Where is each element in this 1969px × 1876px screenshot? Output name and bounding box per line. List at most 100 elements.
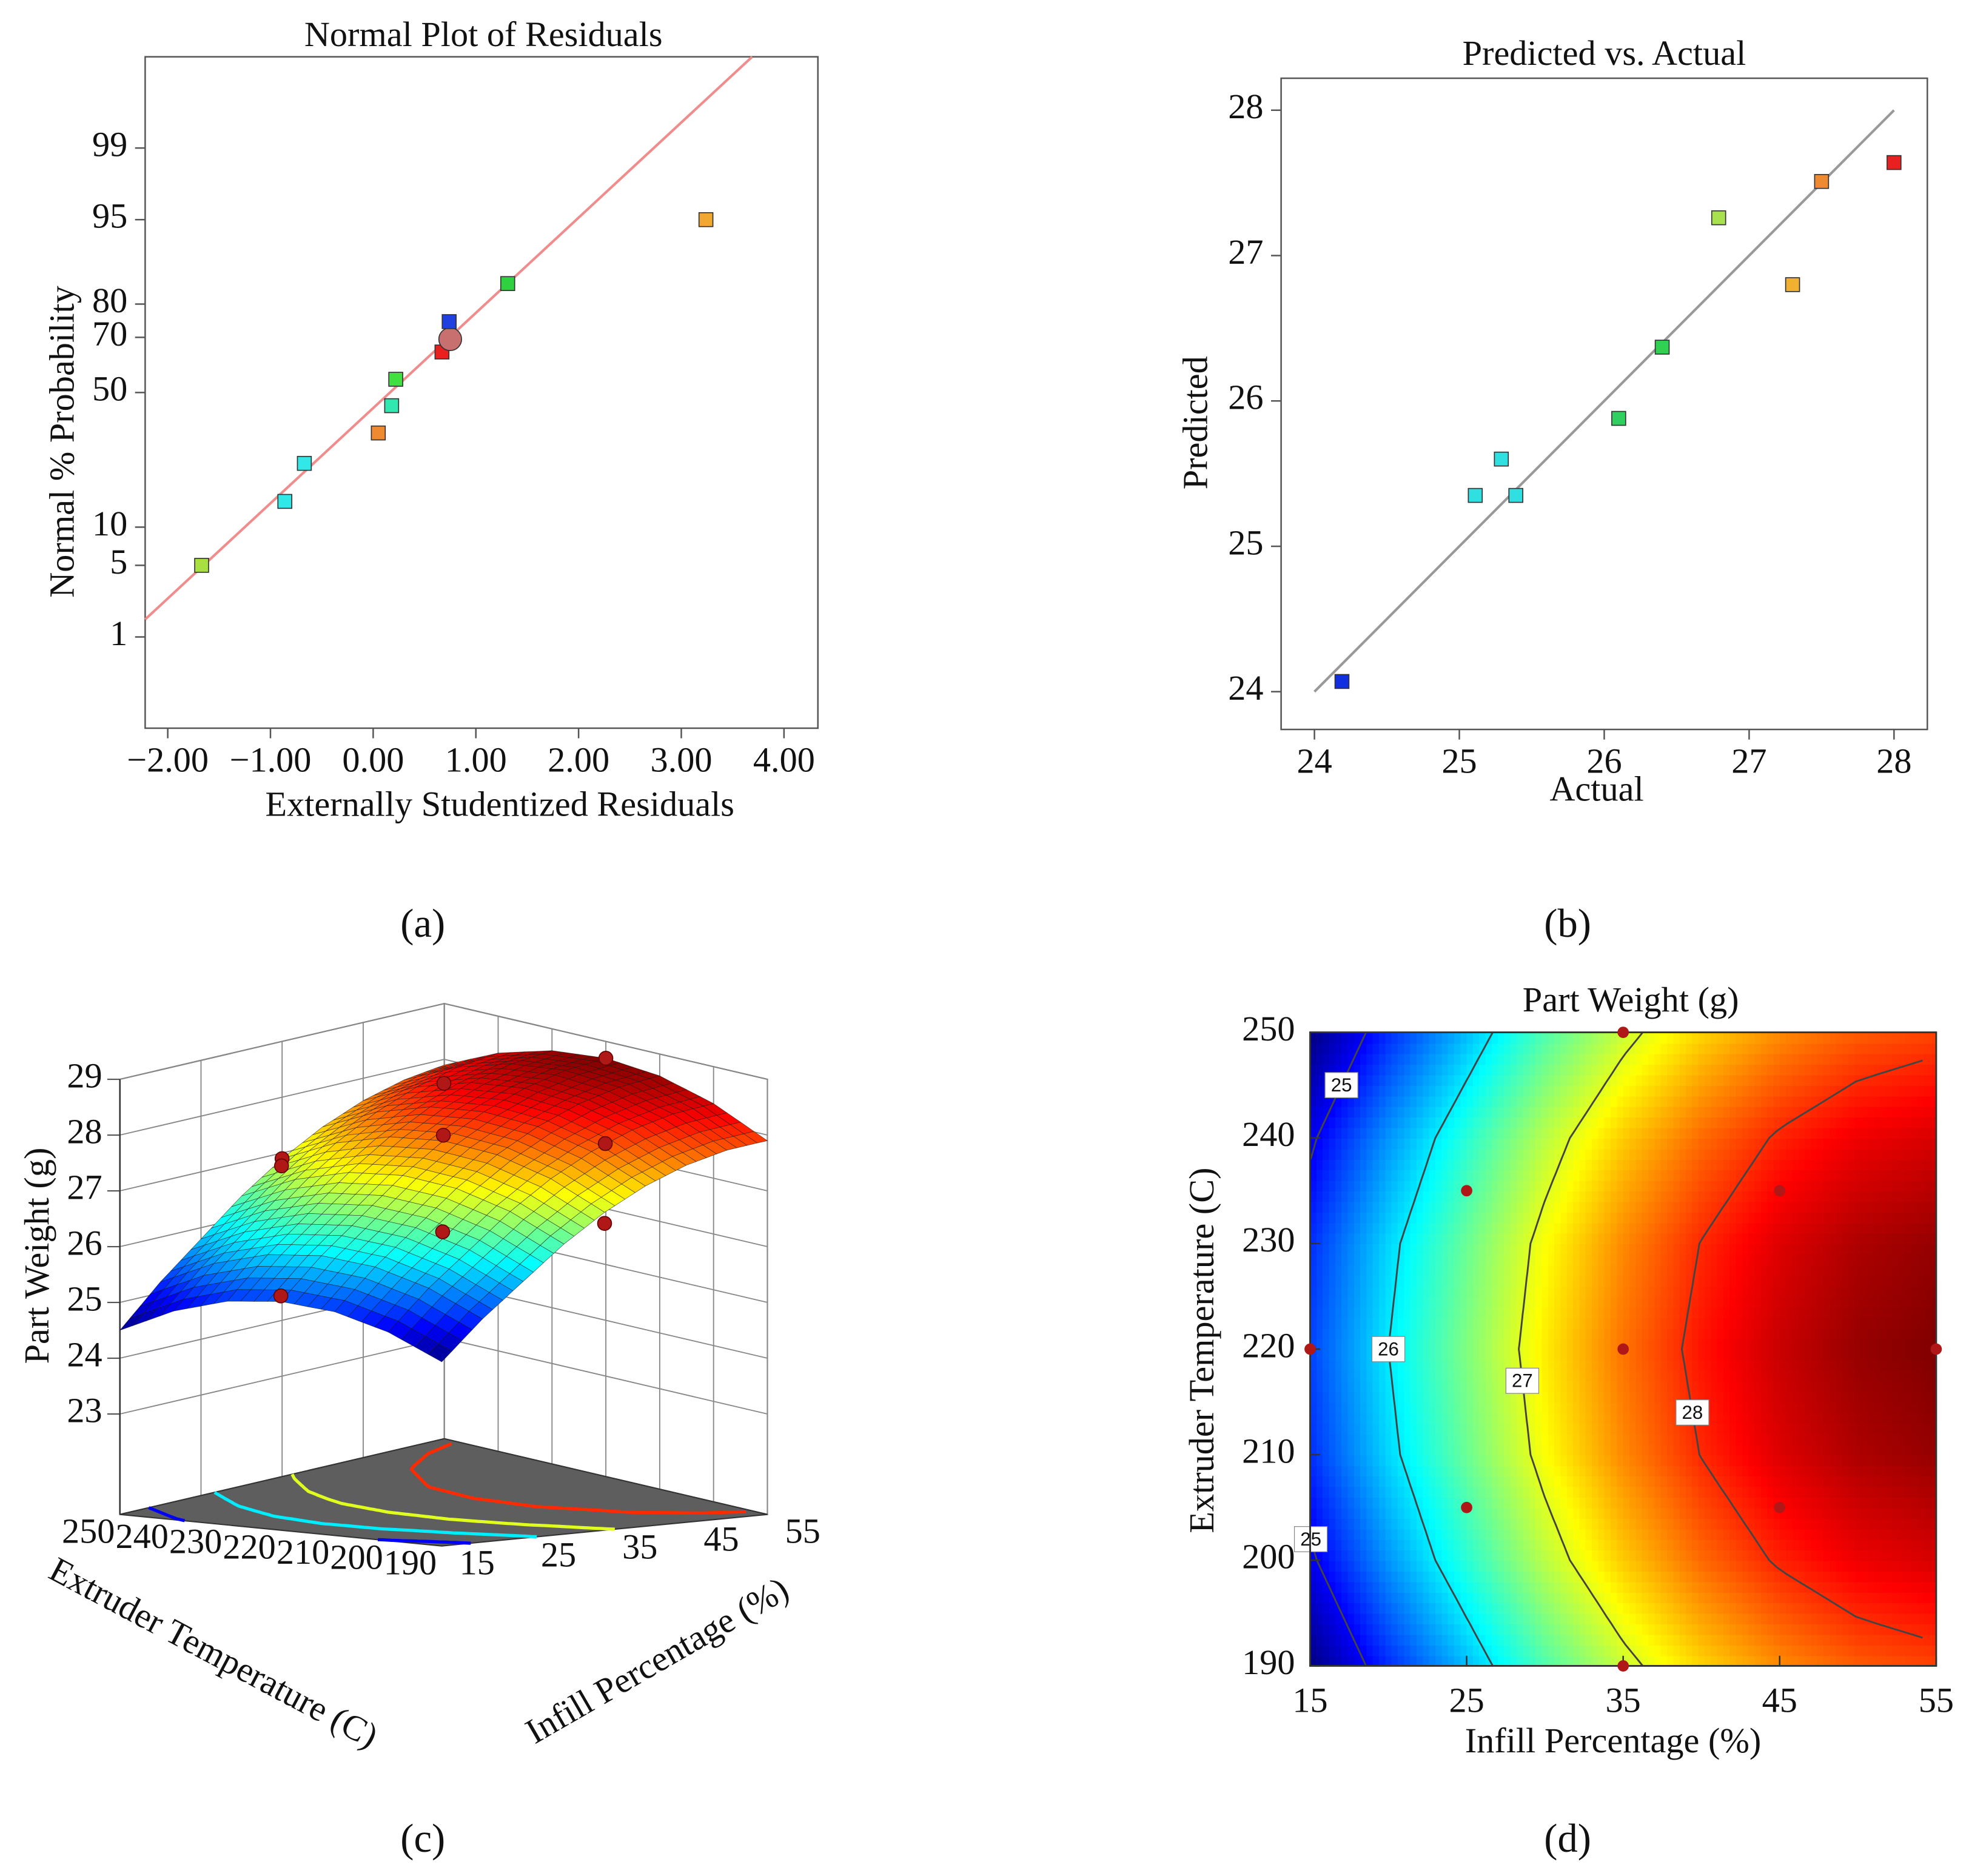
heat-cell [1617,1496,1624,1509]
heat-cell [1535,1507,1543,1519]
heat-cell [1798,1529,1806,1540]
heat-cell [1529,1581,1537,1593]
heat-cell [1666,1613,1674,1625]
heat-cell [1930,1254,1937,1265]
heat-cell [1423,1570,1430,1583]
heat-cell [1748,1613,1756,1625]
heat-cell [1854,1634,1862,1646]
heat-cell [1842,1518,1850,1530]
heat-cell [1485,1644,1493,1657]
heat-cell [1310,1370,1318,1382]
heat-cell [1491,1264,1499,1276]
heat-cell [1498,1328,1505,1339]
heat-cell [1635,1233,1643,1245]
heat-cell [1692,1381,1699,1392]
heat-cell [1736,1455,1743,1466]
heat-cell [1666,1359,1674,1372]
heat-cell [1930,1264,1937,1276]
heat-cell [1648,1444,1655,1456]
heat-cell [1666,1602,1674,1614]
heat-cell [1529,1264,1537,1276]
heat-cell [1642,1475,1649,1487]
heat-cell [1773,1592,1781,1604]
heat-cell [1460,1634,1468,1646]
heat-cell [1798,1549,1806,1561]
heat-cell [1573,1539,1580,1551]
heat-cell [1754,1475,1762,1487]
design-point [436,1076,452,1091]
heat-cell [1360,1338,1367,1350]
heat-cell [1479,1570,1486,1583]
heat-cell [1604,1465,1612,1477]
heat-cell [1666,1412,1674,1424]
heat-cell [1905,1296,1912,1308]
heat-cell [1579,1529,1586,1540]
heat-cell [1805,1402,1812,1413]
heat-cell [1823,1370,1831,1382]
heat-cell [1648,1507,1655,1519]
heat-cell [1629,1507,1637,1519]
heat-cell [1341,1634,1349,1646]
heat-cell [1654,1338,1662,1350]
heat-cell [1466,1264,1474,1276]
heat-cell [1792,1264,1800,1276]
heat-cell [1723,1328,1731,1339]
heat-cell [1673,1655,1680,1667]
heat-cell [1548,1243,1555,1255]
heat-cell [1792,1391,1800,1403]
heat-cell [1410,1254,1418,1265]
heat-cell [1879,1381,1887,1392]
heat-cell [1441,1518,1449,1530]
heat-cell [1823,1539,1831,1551]
heat-cell [1510,1359,1518,1372]
heat-cell [1648,1475,1655,1487]
heat-cell [1666,1370,1674,1382]
heat-cell [1892,1455,1900,1466]
heat-cell [1823,1507,1831,1519]
x-tick-label: 27 [1731,742,1766,781]
heat-cell [1316,1507,1324,1519]
heat-cell [1879,1496,1887,1509]
heat-cell [1698,1307,1706,1319]
heat-cell [1335,1539,1343,1551]
heat-cell [1830,1402,1837,1413]
heat-cell [1417,1570,1424,1583]
heat-cell [1830,1455,1837,1466]
heat-cell [1523,1623,1531,1635]
heat-cell [1548,1655,1555,1667]
heat-cell [1523,1518,1531,1530]
heat-cell [1535,1328,1543,1339]
heat-cell [1879,1570,1887,1583]
heat-cell [1573,1507,1580,1519]
heat-cell [1560,1486,1568,1498]
heat-cell [1924,1275,1931,1287]
heat-cell [1472,1455,1480,1466]
heat-cell [1823,1655,1831,1667]
heat-cell [1924,1328,1931,1339]
heat-cell [1930,1391,1937,1403]
heat-cell [1754,1412,1762,1424]
heat-cell [1329,1275,1337,1287]
floor-contour [377,1538,471,1545]
heat-cell [1548,1560,1555,1572]
heat-cell [1510,1275,1518,1287]
point [1814,173,1830,189]
heat-cell [1366,1254,1374,1265]
heat-cell [1323,1518,1330,1530]
heat-cell [1723,1560,1731,1572]
heat-cell [1353,1581,1361,1593]
heat-cell [1429,1496,1437,1509]
heat-cell [1860,1349,1868,1361]
heat-cell [1491,1539,1499,1551]
heat-cell [1504,1433,1512,1445]
heat-cell [1830,1359,1837,1372]
heat-cell [1635,1623,1643,1635]
heat-cell [1629,1338,1637,1350]
heat-cell [1454,1570,1461,1583]
heat-cell [1698,1602,1706,1614]
heat-cell [1341,1370,1349,1382]
heat-cell [1366,1570,1374,1583]
heat-cell [1666,1539,1674,1551]
heat-cell [1598,1518,1605,1530]
heat-cell [1854,1570,1862,1583]
